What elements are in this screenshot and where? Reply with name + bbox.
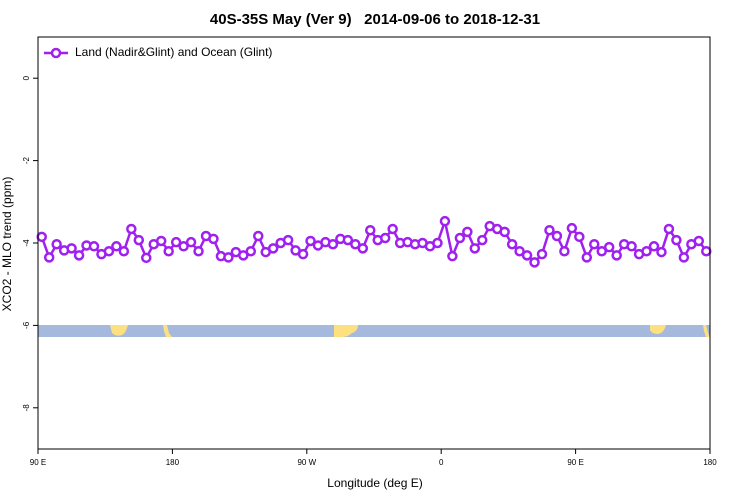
point [611,250,622,261]
y-tick-label: 0 [22,75,31,80]
x-tick-label: 90 W [297,458,316,467]
point [103,245,115,257]
point [327,238,339,250]
point [118,245,130,257]
point [574,231,585,243]
x-tick-label: 90 E [567,458,583,467]
land [334,325,358,337]
point [566,222,578,234]
ocean-band [38,325,710,337]
point [656,246,667,258]
point [133,234,145,246]
point [499,226,510,238]
point [111,241,122,252]
legend-label: Land (Nadir&Glint) and Ocean (Glint) [75,45,272,59]
land [650,325,666,334]
point [36,231,47,243]
y-tick-label: -6 [22,321,31,329]
point [626,241,637,252]
point [267,243,279,254]
legend-marker [50,47,62,59]
y-tick-label: -2 [22,156,31,164]
point [641,245,652,257]
chart-title: 40S-35S May (Ver 9) 2014-09-06 to 2018-1… [210,11,540,28]
x-tick-label: 180 [166,458,180,467]
point [305,235,316,247]
point [477,234,488,246]
point [544,224,555,236]
point [66,243,77,254]
point [155,235,167,247]
point [245,245,257,257]
land [703,325,710,337]
point [357,243,369,254]
point [559,245,570,257]
point [126,223,137,235]
point [432,237,443,249]
point [678,252,690,263]
point [51,238,62,250]
point [365,224,376,236]
point [603,241,615,253]
point [469,243,481,254]
point [596,245,607,257]
point [297,248,309,260]
point [439,215,451,227]
point [521,250,533,261]
x-tick-label: 0 [439,458,444,467]
point [506,238,518,250]
land [110,325,128,336]
y-tick-label: -4 [22,239,31,247]
point [73,250,85,261]
point [589,238,600,250]
point [342,234,354,246]
point [163,245,174,257]
point [170,236,182,248]
point [529,257,540,268]
land-ocean-strip [38,325,710,337]
point [447,250,458,262]
point [514,245,525,257]
point [663,223,675,235]
y-tick-label: -8 [22,404,31,412]
point [223,252,234,263]
point [671,234,682,246]
land [163,325,172,337]
point [350,238,361,250]
point [88,241,100,252]
point [648,241,660,252]
point [178,241,189,252]
point [693,235,705,247]
point [536,248,548,260]
point [379,232,391,244]
y-axis-label: XCO2 - MLO trend (ppm) [0,177,14,312]
x-tick-label: 180 [703,458,717,467]
point [462,226,473,238]
point [185,236,197,248]
point [454,232,466,244]
point [253,230,264,242]
point [282,234,294,246]
point [141,252,152,264]
point [701,245,712,257]
plot-frame [37,36,711,450]
point [238,250,249,261]
point [551,230,563,242]
point [208,233,219,245]
x-tick-label: 90 E [30,458,46,467]
point [193,245,204,257]
x-axis-label: Longitude (deg E) [327,476,422,490]
point [43,252,55,263]
point [387,223,398,235]
point [581,252,593,263]
